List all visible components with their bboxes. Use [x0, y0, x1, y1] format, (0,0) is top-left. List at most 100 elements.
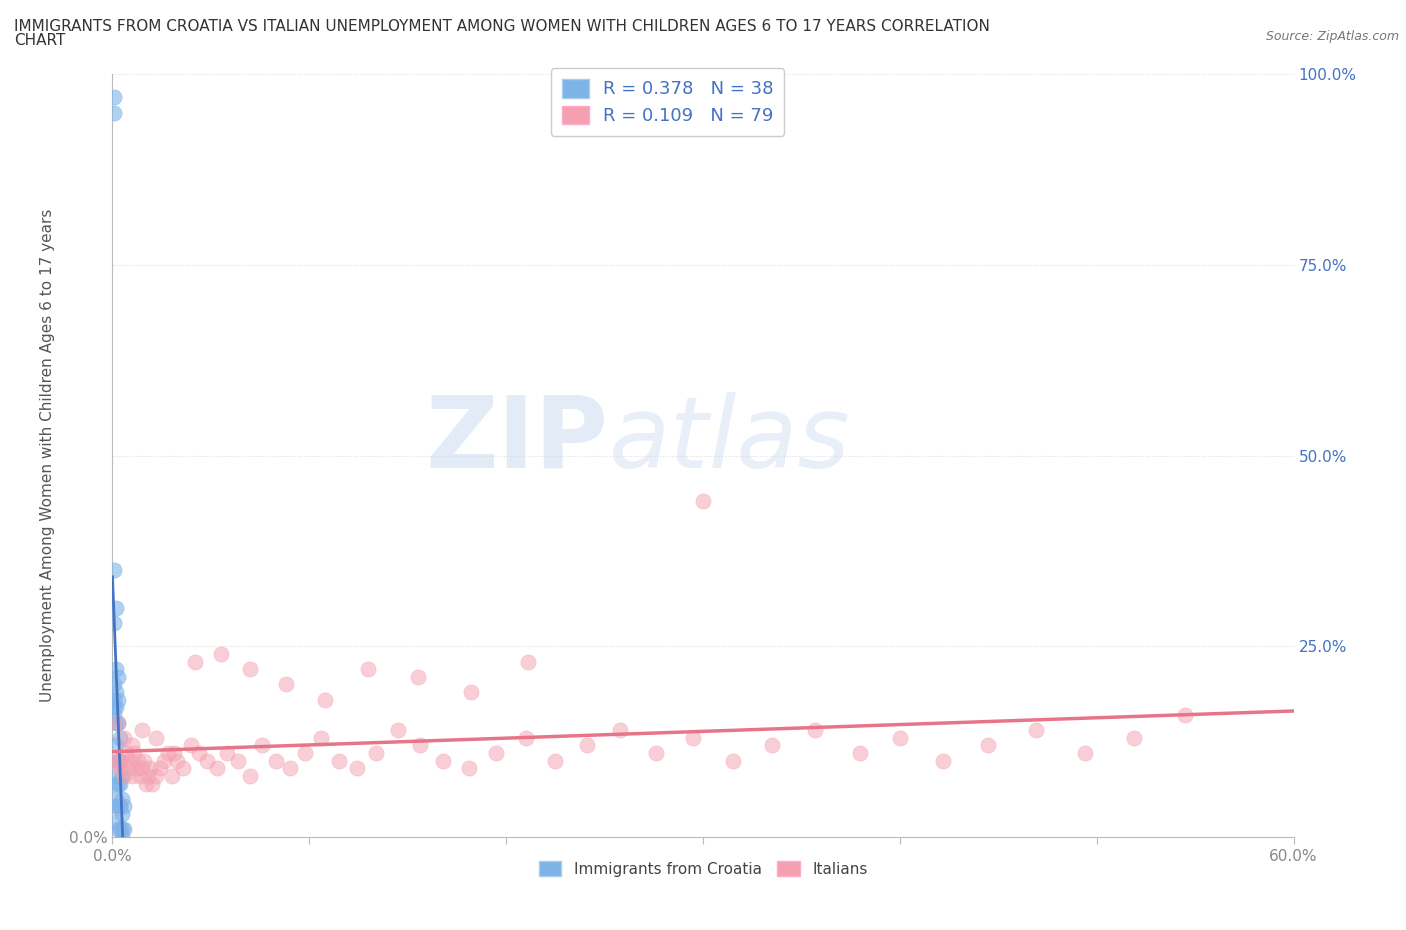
Point [195, 753, 218, 768]
Point [112, 822, 135, 837]
Point [889, 730, 911, 745]
Point [239, 768, 262, 783]
Point [160, 768, 183, 783]
Point [328, 753, 350, 768]
Point [294, 746, 316, 761]
Point [111, 822, 134, 837]
Point [103, 677, 125, 692]
Point [387, 723, 409, 737]
Point [105, 768, 128, 783]
Point [111, 806, 134, 821]
Text: CHART: CHART [14, 33, 66, 47]
Text: ZIP: ZIP [426, 392, 609, 489]
Point [575, 738, 598, 753]
Point [215, 746, 238, 761]
Point [135, 777, 157, 791]
Point [366, 746, 388, 761]
Point [460, 684, 482, 699]
Point [205, 761, 228, 776]
Point [103, 799, 125, 814]
Point [112, 799, 135, 814]
Point [761, 738, 783, 753]
Point [110, 753, 132, 768]
Point [145, 768, 167, 783]
Point [107, 822, 129, 837]
Point [103, 700, 125, 715]
Point [111, 791, 134, 806]
Point [188, 746, 211, 761]
Point [516, 654, 538, 669]
Text: Source: ZipAtlas.com: Source: ZipAtlas.com [1265, 30, 1399, 43]
Point [103, 616, 125, 631]
Point [544, 753, 567, 768]
Point [105, 715, 128, 730]
Point [721, 753, 744, 768]
Point [120, 753, 142, 768]
Y-axis label: Unemployment Among Women with Children Ages 6 to 17 years: Unemployment Among Women with Children A… [39, 209, 55, 702]
Point [107, 715, 129, 730]
Point [107, 799, 129, 814]
Point [103, 708, 125, 723]
Point [406, 670, 429, 684]
Point [184, 654, 207, 669]
Point [457, 761, 479, 776]
Point [682, 730, 704, 745]
Point [932, 753, 955, 768]
Point [112, 768, 135, 783]
Point [129, 768, 152, 783]
Point [250, 738, 273, 753]
Point [105, 684, 128, 699]
Text: atlas: atlas [609, 392, 851, 489]
Point [117, 761, 139, 776]
Point [314, 692, 336, 707]
Legend: Immigrants from Croatia, Italians: Immigrants from Croatia, Italians [533, 855, 873, 883]
Point [1174, 708, 1197, 723]
Point [110, 761, 132, 776]
Point [239, 662, 262, 677]
Point [103, 777, 125, 791]
Point [121, 768, 143, 783]
Point [107, 753, 129, 768]
Point [127, 753, 149, 768]
Point [103, 90, 125, 105]
Point [110, 730, 132, 745]
Point [408, 738, 430, 753]
Point [1074, 746, 1097, 761]
Point [644, 746, 666, 761]
Point [122, 746, 145, 761]
Point [105, 815, 128, 830]
Point [145, 730, 167, 745]
Point [228, 753, 250, 768]
Point [112, 730, 135, 745]
Point [156, 746, 179, 761]
Point [180, 738, 202, 753]
Point [166, 753, 188, 768]
Point [107, 692, 129, 707]
Point [209, 646, 232, 661]
Point [132, 753, 155, 768]
Point [105, 662, 128, 677]
Point [107, 777, 129, 791]
Point [849, 746, 872, 761]
Point [977, 738, 1000, 753]
Point [110, 799, 132, 814]
Point [103, 692, 125, 707]
Point [609, 723, 631, 737]
Point [111, 753, 134, 768]
Point [357, 662, 380, 677]
Point [172, 761, 194, 776]
Point [162, 746, 184, 761]
Point [105, 700, 128, 715]
Point [105, 791, 128, 806]
Point [131, 761, 153, 776]
Point [125, 761, 148, 776]
Point [274, 677, 297, 692]
Point [432, 753, 454, 768]
Point [105, 753, 128, 768]
Point [346, 761, 368, 776]
Point [111, 830, 134, 844]
Point [152, 753, 174, 768]
Point [107, 670, 129, 684]
Point [131, 723, 153, 737]
Point [111, 768, 134, 783]
